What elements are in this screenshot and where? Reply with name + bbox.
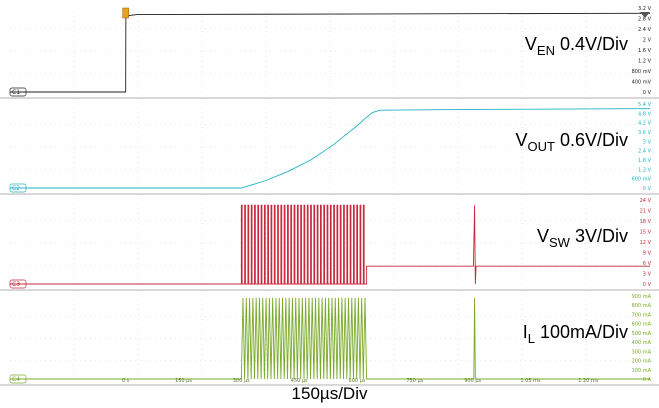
channel-label: IL 100mA/Div — [523, 322, 628, 346]
panel-c2: 5.4 V 4.8 V 4.2 V 3.6 V 3 V 2.4 V 1.8 V 1.2 V 60… — [0, 102, 659, 195]
y-tick-label: 2.8 V — [638, 17, 652, 23]
y-tick-label: 0 V — [643, 282, 652, 288]
x-tick-label: 1.20 ms — [578, 378, 599, 384]
y-tick-label: 6 V — [643, 261, 652, 267]
y-tick-label: 700 mA — [632, 312, 652, 318]
y-tick-label: 600 mV — [632, 177, 652, 183]
trigger-level-icon — [640, 12, 650, 18]
y-tick-label: 12 V — [640, 240, 652, 246]
y-tick-label: 3.2 V — [638, 6, 652, 12]
x-tick-label: 300 µs — [233, 378, 250, 384]
waveform-c3 — [10, 204, 650, 285]
channel-tag: C2 — [12, 185, 20, 192]
panel-c4: 900 mA 800 mA 700 mA 600 mA 500 mA 400 mA 300 … — [0, 294, 659, 386]
y-tick-label: 9 V — [643, 251, 652, 257]
x-tick-label: 0 s — [122, 378, 130, 384]
y-tick-label: 0 V — [643, 90, 652, 96]
channel-tag: C3 — [12, 281, 20, 288]
y-tick-label: 600 mA — [632, 322, 652, 328]
y-tick-label: 2.4 V — [638, 27, 652, 33]
y-tick-label: 15 V — [640, 230, 652, 236]
waveform-c2 — [10, 108, 651, 189]
y-tick-label: 1.2 V — [638, 59, 652, 65]
channel-label: VSW 3V/Div — [537, 226, 628, 250]
y-tick-label: 2 V — [643, 38, 652, 44]
channel-label: VEN 0.4V/Div — [525, 34, 628, 58]
time-scale-label: 150µs/Div — [291, 384, 368, 403]
y-tick-label: 400 mV — [632, 80, 652, 86]
y-tick-label: 500 mA — [632, 331, 652, 337]
x-tick-label: 150 µs — [175, 378, 192, 384]
y-tick-label: 800 mA — [632, 303, 652, 309]
y-tick-label: 1.6 V — [638, 48, 652, 54]
y-tick-label: 3 V — [643, 139, 652, 145]
y-tick-label: 3 V — [643, 272, 652, 278]
y-tick-label: 800 mV — [632, 69, 652, 75]
y-tick-label: 1.8 V — [638, 158, 652, 164]
y-tick-label: 0 V — [643, 186, 652, 192]
waveform-c4 — [10, 297, 650, 380]
channel-label: VOUT 0.6V/Div — [516, 130, 629, 154]
channel-tag: C4 — [12, 376, 20, 383]
panel-c3: 24 V 21 V 18 V 15 V 12 V 9 V 6 V 3 V 0 V C3 VSW 3V… — [0, 198, 659, 291]
y-tick-label: 200 mA — [632, 359, 652, 365]
x-tick-label: 900 µs — [464, 378, 481, 384]
y-tick-label: 21 V — [640, 209, 652, 215]
y-tick-label: 3.6 V — [638, 130, 652, 136]
y-tick-label: 0 A — [643, 377, 652, 383]
y-tick-label: 400 mA — [632, 340, 652, 346]
x-tick-label: 750 µs — [406, 378, 423, 384]
y-tick-label: 24 V — [640, 198, 652, 204]
y-tick-label: 18 V — [640, 219, 652, 225]
trigger-marker — [122, 7, 129, 19]
y-tick-label: 4.2 V — [638, 121, 652, 127]
x-tick-label: 450 µs — [291, 378, 308, 384]
y-tick-label: 5.4 V — [638, 102, 652, 108]
y-tick-label: 100 mA — [632, 368, 652, 374]
y-tick-label: 4.8 V — [638, 111, 652, 117]
channel-tag: C1 — [12, 89, 20, 96]
y-tick-label: 2.4 V — [638, 149, 652, 155]
panel-c1: 3.2 V 2.8 V 2.4 V 2 V 1.6 V 1.2 V 800 mV 400 mV… — [0, 6, 659, 99]
x-tick-label: 600 µs — [349, 378, 366, 384]
y-tick-label: 1.2 V — [638, 167, 652, 173]
x-tick-label: 1.05 ms — [520, 378, 541, 384]
y-tick-label: 300 mA — [632, 349, 652, 355]
y-tick-label: 900 mA — [632, 294, 652, 300]
